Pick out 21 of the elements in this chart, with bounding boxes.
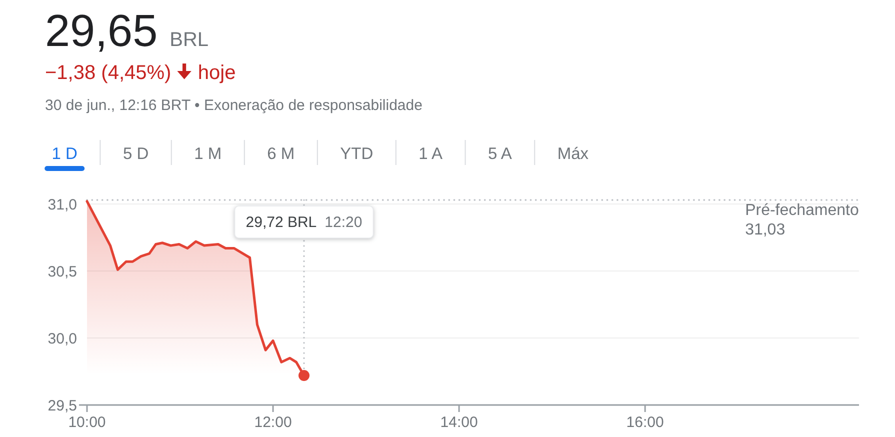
text: YTD	[340, 145, 374, 163]
text: 1 D	[52, 145, 78, 163]
y-tick-label: 31,0	[48, 196, 77, 214]
text: 30 de jun., 12:16 BRT • Exoneração de responsabilidade	[45, 97, 422, 114]
text: 1 A	[418, 145, 443, 163]
text: Máx	[557, 145, 590, 163]
text: 6 M	[267, 145, 295, 163]
y-tick-label: 30,0	[48, 330, 77, 348]
ref-line-label: Pré-fechamento 31,03	[745, 202, 859, 238]
x-tick-label: 14:00	[440, 414, 478, 431]
y-tick-label: 30,5	[48, 263, 77, 280]
x-tick-label: 12:00	[254, 414, 292, 431]
x-tick-label: 16:00	[626, 414, 664, 431]
text: 5 A	[488, 145, 512, 163]
text: −1,38 (4,45%) hoje	[45, 62, 236, 84]
chart-title: 29,65 BRL	[45, 5, 209, 56]
x-tick-label: 10:00	[68, 414, 106, 431]
y-tick-label: 29,5	[48, 397, 77, 414]
text: 5 D	[122, 145, 149, 163]
annotation: 29,72 BRL 12:20	[246, 214, 362, 231]
text: 1 M	[194, 145, 222, 163]
